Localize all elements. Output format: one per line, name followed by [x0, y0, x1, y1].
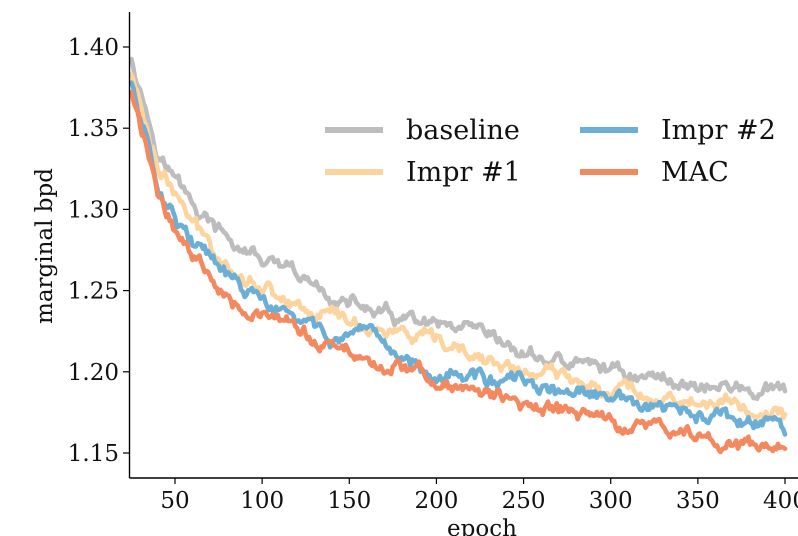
y-tick-label: 1.30	[68, 197, 119, 223]
series-line-impr-2	[129, 80, 788, 437]
x-tick-label: 250	[502, 488, 546, 514]
y-tick-label: 1.20	[68, 360, 119, 386]
legend-label: Impr #1	[406, 157, 521, 188]
y-ticks: 1.15 1.20 1.25 1.30 1.35 1.40	[68, 35, 130, 467]
legend-label: MAC	[661, 157, 729, 188]
y-tick-label: 1.15	[68, 441, 119, 467]
legend: baseline Impr #1 Impr #2 MAC	[325, 115, 776, 188]
legend-label: Impr #2	[661, 115, 776, 146]
legend-label: baseline	[406, 115, 520, 146]
x-tick-label: 50	[160, 488, 189, 514]
x-tick-label: 400	[763, 488, 798, 514]
x-axis-label: epoch	[447, 516, 517, 536]
y-axis-label: marginal bpd	[32, 168, 58, 324]
legend-item-baseline: baseline	[325, 115, 520, 146]
series-layer	[129, 56, 788, 455]
series-line-mac	[129, 90, 788, 455]
x-ticks: 50 100 150 200 250 300 350 400	[160, 478, 798, 514]
x-tick-label: 150	[327, 488, 371, 514]
y-tick-label: 1.40	[68, 35, 119, 61]
y-tick-label: 1.25	[68, 279, 119, 305]
legend-item-mac: MAC	[580, 157, 729, 188]
x-tick-label: 350	[676, 488, 720, 514]
x-tick-label: 300	[589, 488, 633, 514]
x-tick-label: 100	[240, 488, 284, 514]
legend-item-impr-1: Impr #1	[325, 157, 521, 188]
x-tick-label: 200	[414, 488, 458, 514]
legend-item-impr-2: Impr #2	[580, 115, 776, 146]
y-tick-label: 1.35	[68, 116, 119, 142]
series-line-baseline	[129, 56, 788, 402]
